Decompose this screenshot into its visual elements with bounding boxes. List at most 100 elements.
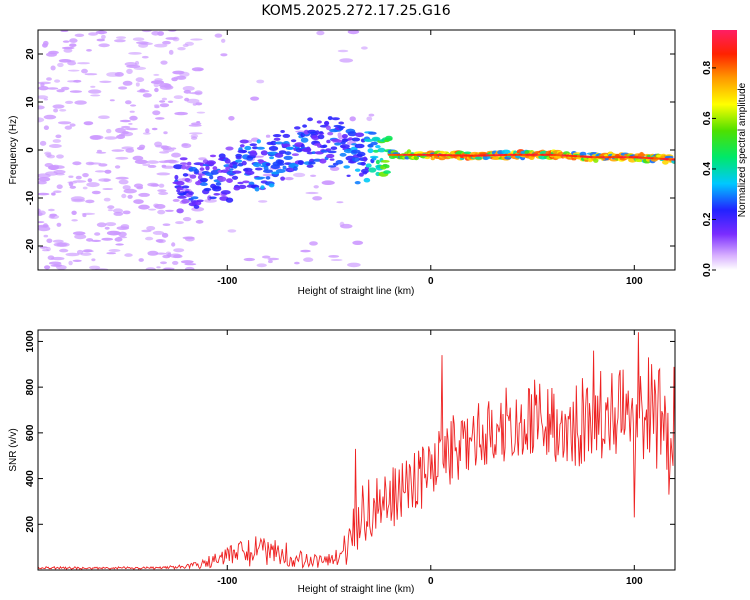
noise-blob (188, 124, 202, 127)
ridge-blob (199, 177, 208, 183)
ridge-blob (189, 174, 197, 179)
noise-blob (69, 123, 76, 127)
ridge-blob (212, 166, 218, 171)
noise-blob (38, 95, 49, 100)
ridge-blob (325, 125, 331, 131)
ridge-blob (343, 165, 351, 169)
noise-blob (52, 139, 61, 143)
ridge-blob (199, 167, 205, 171)
noise-blob (104, 169, 112, 174)
noise-blob (160, 60, 168, 65)
noise-blob (134, 159, 148, 164)
ridge-core (671, 158, 675, 161)
ridge-blob (363, 177, 371, 183)
colorbar-gradient (712, 30, 737, 270)
noise-blob (151, 127, 158, 131)
noise-blob (184, 266, 195, 270)
snr-ytick-label: 1000 (25, 330, 36, 353)
noise-blob (321, 180, 335, 185)
ridge-blob (346, 174, 351, 177)
noise-blob (42, 249, 50, 252)
noise-blob (38, 105, 45, 110)
noise-blob (77, 62, 90, 65)
noise-blob (227, 229, 237, 233)
noise-blob (220, 53, 228, 57)
ridge-blob (188, 191, 194, 196)
ridge-blob (367, 148, 374, 154)
noise-blob (42, 43, 48, 48)
noise-blob (268, 259, 273, 264)
ridge-blob (339, 144, 350, 149)
noise-blob (96, 38, 106, 42)
ridge-blob (358, 172, 364, 177)
ridge-blob (278, 150, 287, 155)
ridge-blob (206, 160, 216, 165)
ridge-blob (209, 196, 217, 200)
noise-blob (172, 260, 179, 265)
snr-ytick-label: 400 (25, 470, 36, 487)
noise-blob (250, 96, 260, 101)
noise-blob (153, 104, 160, 107)
ridge-blob (203, 187, 212, 192)
snr-xtick-label: 100 (626, 576, 643, 587)
noise-blob (59, 248, 69, 253)
noise-blob (67, 181, 77, 184)
ridge-blob (413, 155, 419, 161)
noise-blob (107, 209, 114, 212)
noise-blob (108, 249, 121, 252)
noise-blob (72, 161, 82, 166)
spectrogram-ytick-label: 20 (25, 48, 36, 60)
noise-blob (53, 242, 68, 247)
noise-blob (48, 208, 55, 212)
noise-blob (39, 246, 48, 249)
colorbar-tick-label: 0.8 (702, 61, 713, 75)
noise-blob (155, 117, 165, 120)
ridge-blob (235, 159, 243, 163)
noise-blob (88, 32, 98, 36)
noise-blob (69, 185, 77, 189)
noise-blob (120, 224, 130, 229)
noise-blob (106, 128, 112, 134)
noise-blob (114, 72, 124, 77)
ridge-blob (209, 175, 214, 180)
noise-blob (163, 131, 168, 135)
noise-blob (173, 76, 186, 80)
noise-blob (91, 258, 96, 262)
noise-blob (122, 80, 133, 86)
noise-blob (146, 160, 159, 164)
noise-blob (56, 89, 65, 93)
ridge-blob (224, 158, 231, 164)
ridge-blob (254, 187, 260, 192)
ridge-blob (328, 165, 337, 168)
ridge-blob (297, 160, 304, 166)
noise-blob (64, 125, 73, 130)
ridge-blob (354, 181, 361, 185)
noise-blob (204, 199, 217, 203)
ridge-blob (354, 168, 361, 172)
noise-blob (313, 185, 319, 189)
ridge-blob (308, 161, 316, 165)
noise-blob (115, 127, 126, 133)
noise-blob (66, 60, 76, 63)
noise-blob (336, 201, 344, 204)
ridge-blob (290, 139, 297, 143)
noise-blob (197, 68, 203, 71)
ridge-blob (291, 153, 299, 157)
noise-blob (141, 30, 152, 33)
noise-blob (71, 210, 77, 215)
noise-blob (126, 68, 133, 74)
spectrogram-ytick-label: 10 (25, 96, 36, 108)
noise-blob (169, 253, 182, 259)
noise-blob (167, 160, 179, 164)
ridge-blob (277, 159, 285, 165)
spectrogram-ytick-label: -20 (25, 238, 36, 253)
noise-blob (112, 208, 124, 214)
colorbar-tick-label: 0.6 (702, 111, 713, 125)
noise-blob (50, 65, 56, 71)
noise-blob (328, 255, 340, 258)
ridge-blob (319, 131, 324, 134)
noise-blob (316, 30, 325, 36)
noise-blob (104, 136, 118, 140)
noise-blob (160, 261, 167, 265)
noise-blob (69, 90, 82, 93)
